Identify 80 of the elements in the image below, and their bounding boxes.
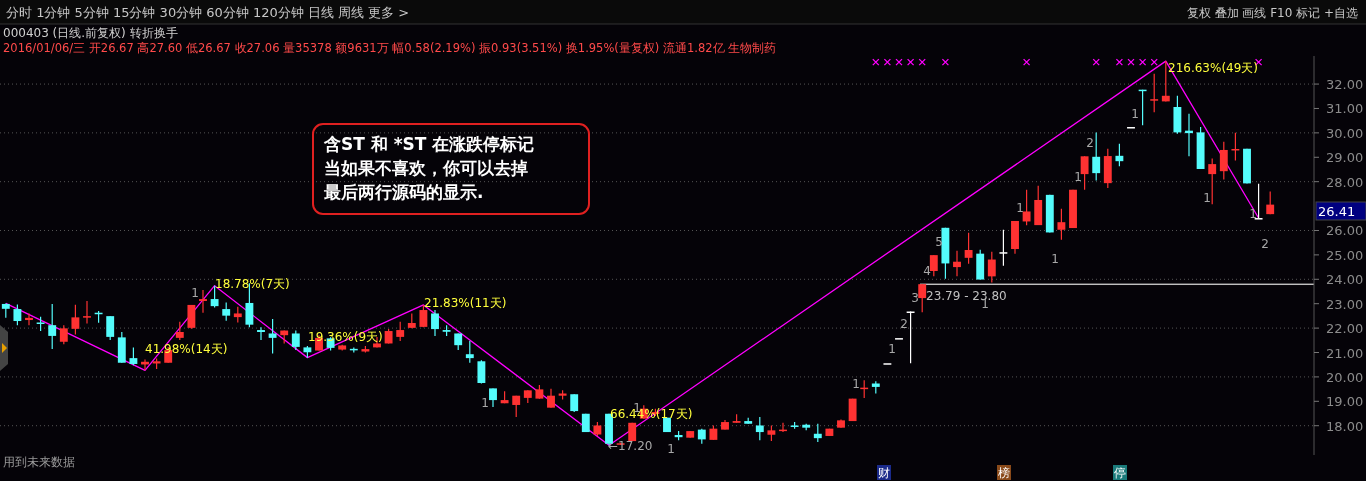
candlestick xyxy=(83,300,91,325)
y-tick-label: 31.00 xyxy=(1326,101,1364,117)
candlestick xyxy=(106,315,115,341)
y-tick-label: 26.00 xyxy=(1326,223,1364,239)
text: 榜 xyxy=(998,466,1010,480)
text: 复权 叠加 画线 F10 标记 +自选 xyxy=(1186,6,1358,20)
y-tick-label: 29.00 xyxy=(1326,150,1364,166)
candlestick xyxy=(1115,143,1124,167)
candlestick xyxy=(1057,208,1066,241)
annotation: 1 xyxy=(667,442,675,456)
y-tick-label: 32.00 xyxy=(1326,77,1364,93)
candlestick xyxy=(1022,189,1031,226)
candlestick xyxy=(291,329,300,351)
annotation: 4 xyxy=(923,264,931,278)
candlestick xyxy=(964,232,973,265)
candlestick xyxy=(396,321,405,342)
annotation: 18.78%(7天) xyxy=(215,277,290,291)
annotation: 1 xyxy=(1203,191,1211,205)
annotation: 含ST 和 *ST 在涨跌停标记当如果不喜欢，你可以去掉最后两行源码的显示. xyxy=(323,134,535,202)
chart-title: 000403 (日线.前复权) 转折换手 xyxy=(3,26,178,40)
text: 26.41 xyxy=(1318,204,1356,219)
candlestick xyxy=(489,387,497,408)
candlestick xyxy=(71,304,80,336)
annotation: 1 xyxy=(191,286,199,300)
annotation: 1 xyxy=(1074,170,1082,184)
candlestick xyxy=(1208,157,1217,205)
annotation: 1 xyxy=(481,396,489,410)
candlestick xyxy=(1080,155,1089,191)
candlestick xyxy=(987,251,996,284)
y-tick-label: 21.00 xyxy=(1326,345,1364,361)
y-tick-label: 23.00 xyxy=(1326,296,1364,312)
candlestick xyxy=(199,289,207,314)
chart-subtitle: 2016/01/06/三 开26.67 高27.60 低26.67 收27.06 量35378 额9631万 幅0.58(2.19%) 振0.93(3.51%) 换1.95%(量复权) 流通1.82亿 生物制药 xyxy=(3,41,777,55)
annotation: 2 xyxy=(1261,237,1269,251)
candlestick xyxy=(813,423,822,443)
text: 财 xyxy=(878,466,890,480)
candlestick xyxy=(1092,131,1101,182)
candlestick xyxy=(547,388,555,409)
candlestick xyxy=(755,416,764,441)
candlestick xyxy=(48,303,57,350)
y-tick-label: 25.00 xyxy=(1326,247,1364,263)
annotation: 用到未来数据 xyxy=(3,455,75,469)
candlestick xyxy=(431,309,439,337)
y-tick-label: 22.00 xyxy=(1326,321,1364,337)
candlestick xyxy=(953,250,961,277)
candlestick xyxy=(1254,183,1263,220)
candlestick xyxy=(268,318,277,355)
annotation: 2 xyxy=(1086,136,1094,150)
annotation: 2 xyxy=(900,317,908,331)
candlestick xyxy=(999,229,1008,267)
candlestick xyxy=(1219,141,1228,181)
candlestick xyxy=(1161,60,1170,102)
candlestick xyxy=(929,254,938,277)
candlestick xyxy=(465,340,474,364)
y-tick-label: 30.00 xyxy=(1326,125,1364,141)
text: 停 xyxy=(1114,466,1126,480)
candlestick xyxy=(175,321,184,341)
text: 分时 1分钟 5分钟 15分钟 30分钟 60分钟 120分钟 日线 周线 更多 > xyxy=(6,5,410,20)
candlestick xyxy=(13,303,22,326)
annotation: 21.83%(11天) xyxy=(424,296,507,310)
y-tick-label: 24.00 xyxy=(1326,272,1364,288)
candlestick xyxy=(918,283,927,313)
y-tick-label: 20.00 xyxy=(1326,369,1364,385)
annotation: 1 xyxy=(1016,201,1024,215)
annotation: 1 xyxy=(1131,107,1139,121)
candlestick xyxy=(222,301,231,322)
annotation: 216.63%(49天) xyxy=(1168,61,1259,75)
candlestick xyxy=(59,324,68,345)
annotation: 1 xyxy=(888,342,896,356)
candlestick xyxy=(25,312,33,326)
annotation: 1 xyxy=(852,377,860,391)
annotation: ←17.20 xyxy=(608,439,653,453)
annotation: 1 xyxy=(1249,207,1257,221)
candlestick xyxy=(1150,73,1159,113)
y-tick-label: 19.00 xyxy=(1326,394,1364,410)
y-tick-label: 18.00 xyxy=(1326,418,1364,434)
annotation: 1 xyxy=(1051,252,1059,266)
candlestick xyxy=(257,326,265,341)
y-tick-label: 28.00 xyxy=(1326,174,1364,190)
annotation: 3 xyxy=(911,291,919,305)
